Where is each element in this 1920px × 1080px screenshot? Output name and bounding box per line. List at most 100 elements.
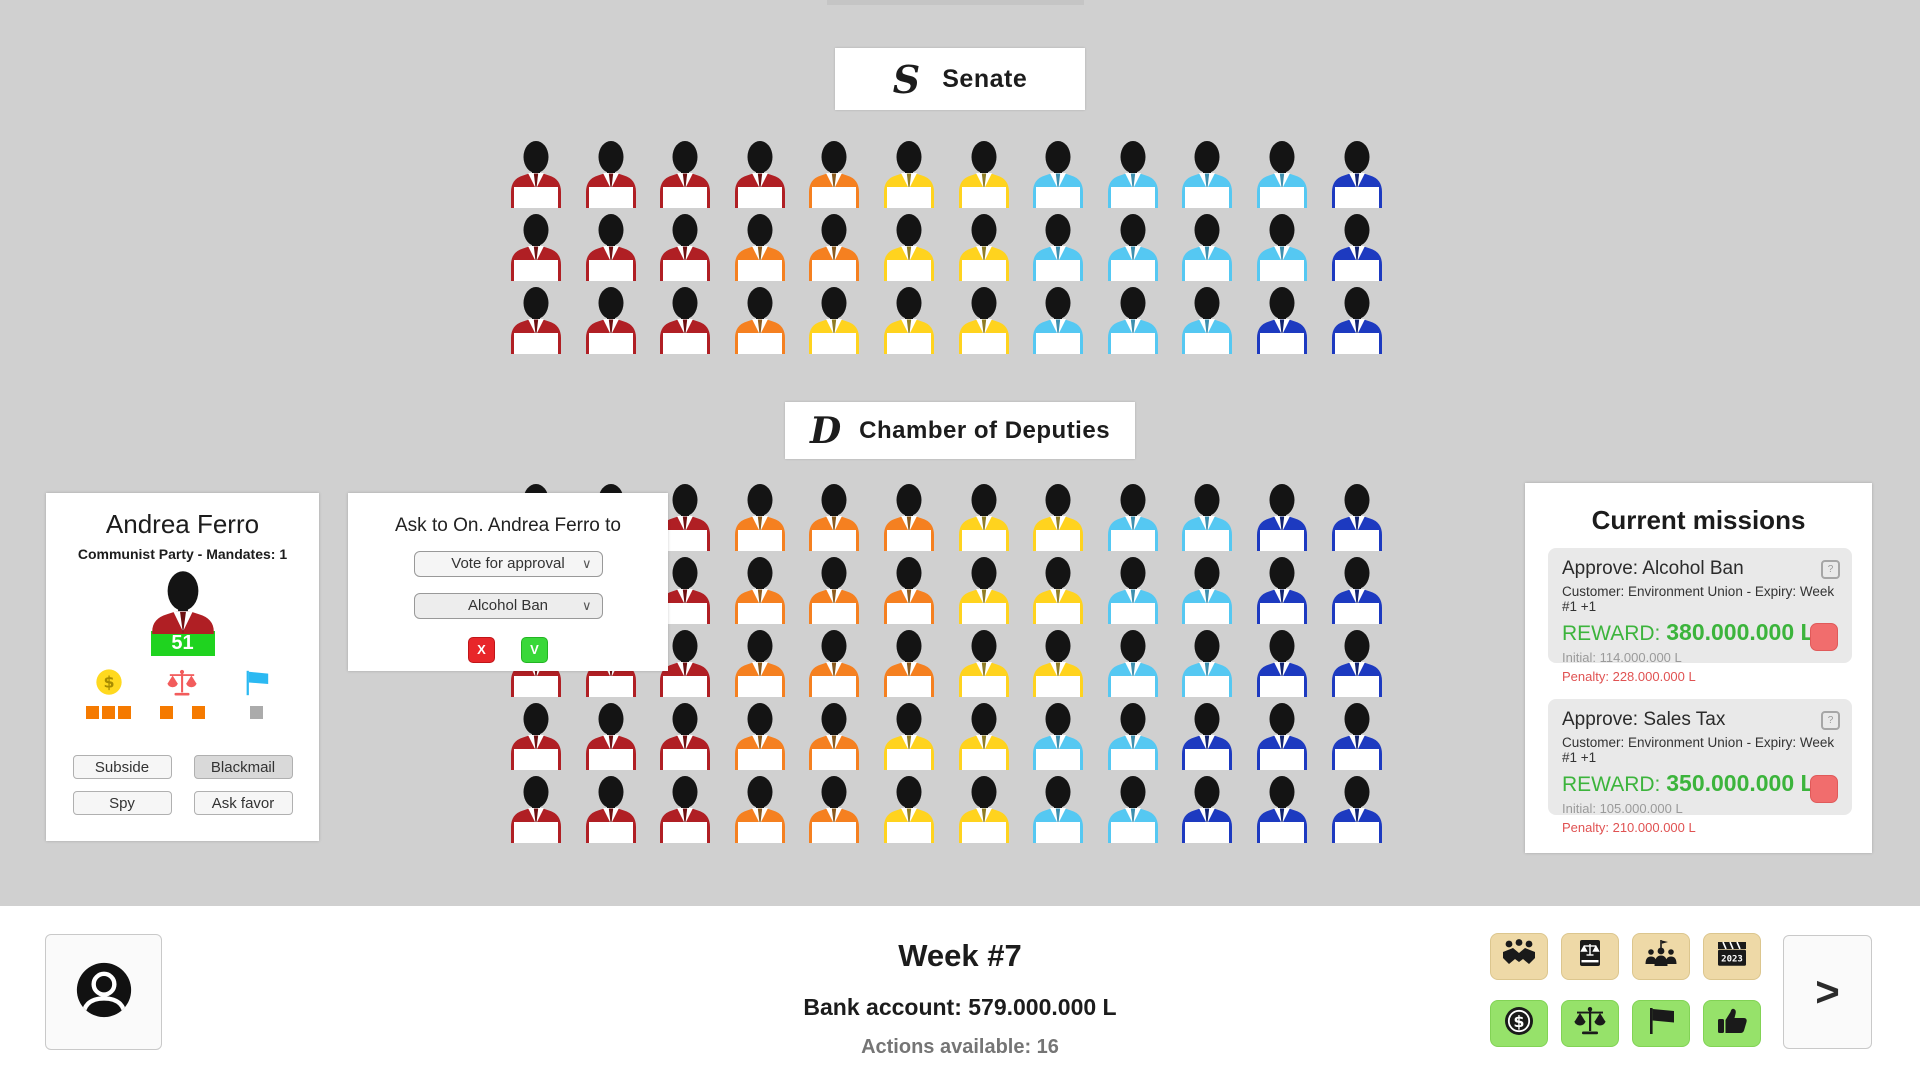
politician-seat-red[interactable] bbox=[656, 556, 714, 624]
politician-seat-yellow[interactable] bbox=[955, 213, 1013, 281]
help-icon[interactable]: ? bbox=[1821, 560, 1840, 579]
blackmail-button[interactable]: Blackmail bbox=[193, 755, 293, 779]
politician-seat-red[interactable] bbox=[656, 286, 714, 354]
politician-seat-orange[interactable] bbox=[731, 702, 789, 770]
politician-seat-blue[interactable] bbox=[1328, 286, 1386, 354]
approval-button[interactable] bbox=[1703, 1000, 1761, 1047]
politician-seat-blue[interactable] bbox=[1328, 213, 1386, 281]
politician-seat-cyan[interactable] bbox=[1178, 629, 1236, 697]
politician-seat-cyan[interactable] bbox=[1104, 286, 1162, 354]
politician-seat-blue[interactable] bbox=[1328, 483, 1386, 551]
politician-seat-yellow[interactable] bbox=[880, 286, 938, 354]
money-button[interactable]: $ bbox=[1490, 1000, 1548, 1047]
politician-seat-yellow[interactable] bbox=[955, 286, 1013, 354]
politician-seat-cyan[interactable] bbox=[1178, 556, 1236, 624]
politician-seat-cyan[interactable] bbox=[1104, 140, 1162, 208]
politician-seat-yellow[interactable] bbox=[1029, 483, 1087, 551]
politician-seat-orange[interactable] bbox=[731, 629, 789, 697]
politician-seat-blue[interactable] bbox=[1253, 556, 1311, 624]
politician-seat-orange[interactable] bbox=[805, 556, 863, 624]
politician-seat-yellow[interactable] bbox=[955, 556, 1013, 624]
politician-seat-cyan[interactable] bbox=[1029, 775, 1087, 843]
cancel-button[interactable]: X bbox=[468, 637, 495, 663]
politician-seat-red[interactable] bbox=[656, 702, 714, 770]
politician-seat-yellow[interactable] bbox=[805, 286, 863, 354]
politician-seat-orange[interactable] bbox=[880, 629, 938, 697]
politician-seat-orange[interactable] bbox=[731, 286, 789, 354]
politician-seat-blue[interactable] bbox=[1328, 775, 1386, 843]
politician-seat-cyan[interactable] bbox=[1104, 556, 1162, 624]
politician-seat-blue[interactable] bbox=[1328, 629, 1386, 697]
meetings-button[interactable] bbox=[1490, 933, 1548, 980]
subside-button[interactable]: Subside bbox=[72, 755, 172, 779]
politician-seat-red[interactable] bbox=[507, 775, 565, 843]
politician-seat-cyan[interactable] bbox=[1178, 140, 1236, 208]
next-turn-button[interactable]: > bbox=[1783, 935, 1872, 1049]
politician-seat-orange[interactable] bbox=[805, 483, 863, 551]
politician-seat-yellow[interactable] bbox=[880, 213, 938, 281]
politician-seat-orange[interactable] bbox=[731, 213, 789, 281]
politician-seat-red[interactable] bbox=[507, 213, 565, 281]
politician-seat-orange[interactable] bbox=[805, 775, 863, 843]
politician-seat-blue[interactable] bbox=[1253, 483, 1311, 551]
politician-seat-yellow[interactable] bbox=[880, 702, 938, 770]
politician-seat-blue[interactable] bbox=[1253, 629, 1311, 697]
bill-select[interactable]: Alcohol Ban ∨ bbox=[413, 593, 603, 619]
spy-button[interactable]: Spy bbox=[72, 791, 172, 815]
politician-seat-cyan[interactable] bbox=[1029, 702, 1087, 770]
politician-seat-cyan[interactable] bbox=[1029, 213, 1087, 281]
politician-seat-orange[interactable] bbox=[880, 556, 938, 624]
politician-seat-cyan[interactable] bbox=[1253, 213, 1311, 281]
politician-seat-yellow[interactable] bbox=[955, 629, 1013, 697]
politician-seat-red[interactable] bbox=[582, 213, 640, 281]
politician-seat-yellow[interactable] bbox=[1029, 629, 1087, 697]
politician-seat-cyan[interactable] bbox=[1104, 629, 1162, 697]
help-icon[interactable]: ? bbox=[1821, 711, 1840, 730]
politician-seat-cyan[interactable] bbox=[1029, 286, 1087, 354]
politician-seat-yellow[interactable] bbox=[955, 775, 1013, 843]
politician-seat-red[interactable] bbox=[507, 286, 565, 354]
politician-seat-yellow[interactable] bbox=[1029, 556, 1087, 624]
politician-seat-orange[interactable] bbox=[731, 775, 789, 843]
politician-seat-red[interactable] bbox=[582, 702, 640, 770]
politician-seat-orange[interactable] bbox=[731, 556, 789, 624]
politician-seat-orange[interactable] bbox=[805, 629, 863, 697]
politician-seat-cyan[interactable] bbox=[1178, 286, 1236, 354]
politician-seat-red[interactable] bbox=[582, 140, 640, 208]
politician-seat-red[interactable] bbox=[656, 775, 714, 843]
politician-seat-yellow[interactable] bbox=[955, 702, 1013, 770]
politician-seat-orange[interactable] bbox=[731, 483, 789, 551]
politician-seat-orange[interactable] bbox=[805, 140, 863, 208]
calendar-button[interactable]: 2023 bbox=[1703, 933, 1761, 980]
politician-seat-blue[interactable] bbox=[1253, 775, 1311, 843]
politician-seat-yellow[interactable] bbox=[880, 775, 938, 843]
politician-seat-blue[interactable] bbox=[1328, 556, 1386, 624]
politician-seat-cyan[interactable] bbox=[1104, 483, 1162, 551]
politician-seat-blue[interactable] bbox=[1253, 702, 1311, 770]
politician-seat-yellow[interactable] bbox=[955, 483, 1013, 551]
politician-seat-orange[interactable] bbox=[805, 213, 863, 281]
politician-seat-orange[interactable] bbox=[805, 702, 863, 770]
politician-seat-blue[interactable] bbox=[1328, 702, 1386, 770]
politician-seat-red[interactable] bbox=[582, 775, 640, 843]
politician-seat-blue[interactable] bbox=[1178, 775, 1236, 843]
politician-seat-cyan[interactable] bbox=[1253, 140, 1311, 208]
politician-seat-red[interactable] bbox=[656, 629, 714, 697]
politician-seat-cyan[interactable] bbox=[1029, 140, 1087, 208]
flag-button[interactable] bbox=[1632, 1000, 1690, 1047]
politician-seat-blue[interactable] bbox=[1178, 702, 1236, 770]
politician-seat-blue[interactable] bbox=[1253, 286, 1311, 354]
profile-button[interactable] bbox=[45, 934, 162, 1050]
politician-seat-yellow[interactable] bbox=[955, 140, 1013, 208]
politician-seat-orange[interactable] bbox=[880, 483, 938, 551]
politician-seat-red[interactable] bbox=[582, 286, 640, 354]
politician-seat-red[interactable] bbox=[507, 140, 565, 208]
politician-seat-red[interactable] bbox=[507, 702, 565, 770]
confirm-button[interactable]: V bbox=[521, 637, 548, 663]
abandon-mission-button[interactable] bbox=[1810, 775, 1838, 803]
politician-seat-cyan[interactable] bbox=[1104, 775, 1162, 843]
politician-seat-yellow[interactable] bbox=[880, 140, 938, 208]
ask-favor-button[interactable]: Ask favor bbox=[193, 791, 293, 815]
action-select[interactable]: Vote for approval ∨ bbox=[413, 551, 603, 577]
justice-button[interactable] bbox=[1561, 1000, 1619, 1047]
